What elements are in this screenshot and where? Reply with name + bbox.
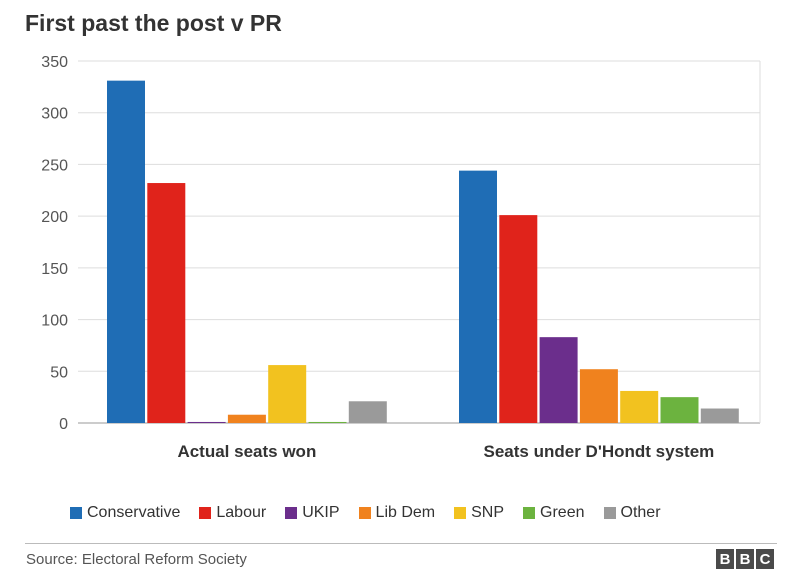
bars (107, 80, 739, 423)
x-category-label: Actual seats won (177, 442, 316, 461)
legend-item: Lib Dem (358, 504, 436, 522)
bar-green (660, 397, 699, 423)
footer-divider (25, 543, 777, 544)
bbc-logo: B B C (714, 549, 774, 569)
legend-swatch (454, 507, 467, 519)
x-axis-labels: Actual seats won Seats under D'Hondt syst… (177, 442, 714, 461)
legend-item: UKIP (285, 504, 340, 522)
bbc-logo-letter-3: C (756, 549, 774, 569)
bar-other (700, 408, 739, 423)
bar-lib-dem (227, 414, 266, 423)
y-tick-label: 350 (41, 54, 68, 71)
legend-swatch (285, 507, 298, 519)
bar-green (308, 421, 347, 423)
y-tick-label: 250 (41, 157, 68, 174)
legend-label: Green (540, 504, 585, 521)
legend-item: SNP (454, 504, 504, 522)
legend-label: Lib Dem (375, 504, 436, 521)
bar-conservative (107, 80, 145, 423)
bar-lib-dem (579, 369, 618, 423)
bar-labour (147, 183, 186, 423)
y-axis-ticks: 0 50 100 150 200 250 300 350 (41, 54, 68, 433)
legend-label: Labour (216, 504, 267, 521)
legend-swatch (358, 507, 371, 519)
x-category-label: Seats under D'Hondt system (484, 442, 715, 461)
bar-snp (268, 365, 307, 423)
legend-swatch (199, 507, 212, 519)
bar-snp (620, 390, 659, 423)
bar-chart: 0 50 100 150 200 250 300 350 Actual seats won Se… (41, 54, 761, 461)
y-tick-label: 0 (59, 416, 68, 433)
bbc-logo-letter-2: B (736, 549, 754, 569)
y-tick-label: 100 (41, 313, 68, 330)
legend-label: Other (620, 504, 661, 521)
bar-other (348, 401, 387, 423)
bar-ukip (539, 337, 578, 423)
legend-swatch (70, 507, 82, 519)
legend-label: Conservative (87, 504, 181, 521)
bbc-logo-letter-1: B (716, 549, 734, 569)
legend-item: Labour (199, 504, 266, 522)
bar-ukip (187, 421, 226, 423)
y-tick-label: 300 (41, 106, 68, 123)
legend-label: UKIP (302, 504, 340, 521)
bar-labour (499, 215, 538, 423)
y-tick-label: 200 (41, 209, 68, 226)
source-note: Source: Electoral Reform Society (26, 551, 247, 568)
legend-item: Conservative (70, 504, 180, 522)
legend-label: SNP (471, 504, 505, 521)
legend: Conservative Labour UKIP Lib Dem SNP Green Oth… (70, 504, 680, 522)
y-tick-label: 50 (50, 364, 68, 381)
chart-title: First past the post v PR (25, 10, 282, 36)
legend-item: Green (523, 504, 585, 522)
legend-swatch (603, 507, 616, 519)
y-tick-label: 150 (41, 261, 68, 278)
legend-item: Other (603, 504, 661, 522)
bar-conservative (459, 170, 497, 423)
legend-swatch (523, 507, 536, 519)
